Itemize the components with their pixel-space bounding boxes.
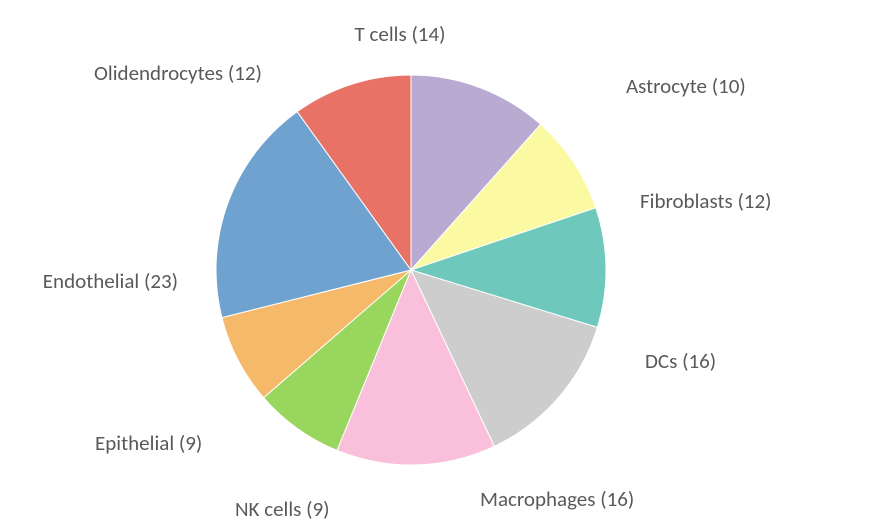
slice-label-t-cells: T cells (14): [355, 23, 446, 46]
slice-label-nk-cells: NK cells (9): [235, 498, 330, 521]
slice-label-fibroblasts: Fibroblasts (12): [640, 190, 771, 213]
slice-label-macrophages: Macrophages (16): [480, 488, 634, 511]
slice-label-astrocyte: Astrocyte (10): [626, 75, 746, 98]
chart-container: T cells (14) Astrocyte (10) Fibroblasts (1…: [0, 0, 875, 530]
slice-label-endothelial: Endothelial (23): [43, 270, 178, 293]
slice-label-dcs: DCs (16): [645, 350, 716, 373]
slice-label-epithelial: Epithelial (9): [95, 432, 202, 455]
slice-label-olidendrocytes: Olidendrocytes (12): [94, 62, 262, 85]
